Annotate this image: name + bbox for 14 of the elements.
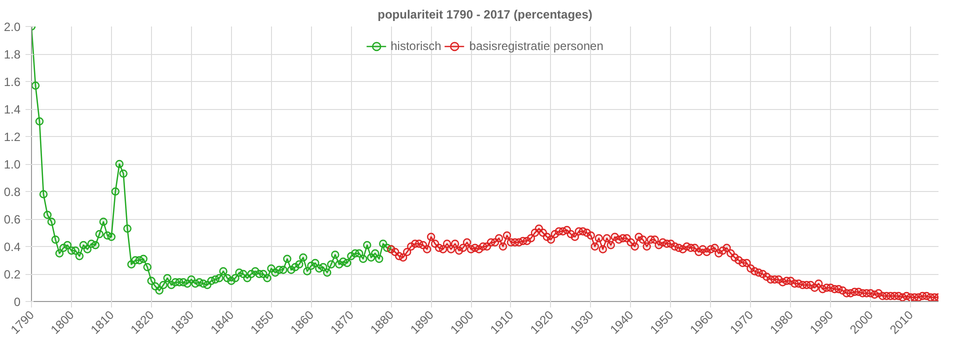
y-tick-label: 0.8	[4, 185, 21, 199]
legend-label: historisch	[390, 39, 442, 53]
y-tick-label: 1.4	[4, 102, 21, 116]
y-tick-label: 1.2	[4, 130, 21, 144]
y-tick-label: 1.8	[4, 48, 21, 62]
y-tick-label: 1.6	[4, 75, 21, 89]
y-tick-label: 0.2	[4, 268, 21, 282]
y-tick-label: 1.0	[4, 158, 21, 172]
y-tick-label: 2.0	[4, 20, 21, 34]
y-tick-label: 0.4	[4, 240, 21, 254]
chart-title: populariteit 1790 - 2017 (percentages)	[378, 8, 592, 22]
y-tick-label: 0.6	[4, 212, 21, 226]
y-tick-label: 0	[14, 295, 21, 309]
legend-label: basisregistratie personen	[469, 39, 604, 53]
